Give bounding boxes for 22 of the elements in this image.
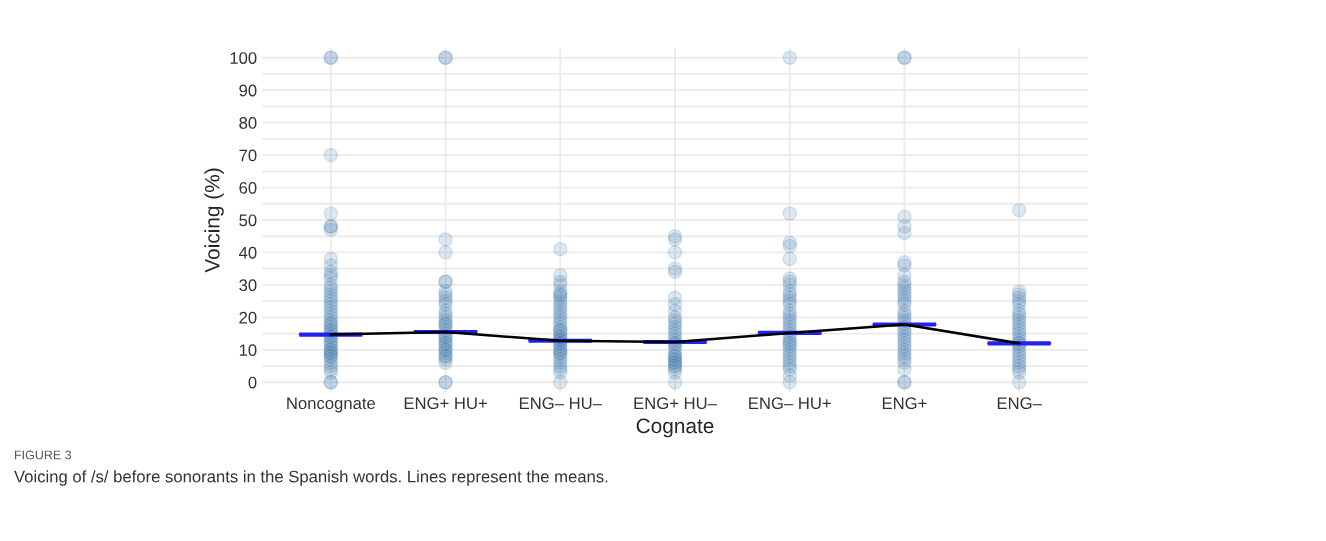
x-tick-label: ENG+ [882,397,927,410]
y-tick-label: 80 [239,117,257,129]
x-tick-label: ENG+ HU– [634,397,717,410]
y-tick-label: 100 [230,52,257,64]
caption: FIGURE 3 [15,450,72,460]
y-axis-title: Voicing (%) [204,168,224,273]
x-tick-label: ENG– HU– [519,397,602,410]
x-tick-label: ENG– [997,397,1042,410]
y-tick-label: 0 [248,376,257,389]
y-tick-label: 10 [239,344,257,357]
y-tick-label: 90 [239,84,257,97]
y-tick-label: 40 [238,246,257,259]
x-axis-title: Cognate [636,418,714,438]
x-tick-label: ENG– HU+ [749,397,831,410]
y-tick-label: 70 [239,149,257,162]
y-tick-label: 60 [239,181,257,194]
x-tick-label: Noncognate [287,397,376,413]
x-tick-label: ENG+ HU+ [404,397,487,410]
text: Voicing of /s/ before sonorants in the Spanish words. Lines represent the means. [14,470,608,486]
y-tick-label: 50 [239,214,257,227]
y-tick-label: 30 [239,279,257,292]
y-tick-label: 20 [239,311,257,324]
